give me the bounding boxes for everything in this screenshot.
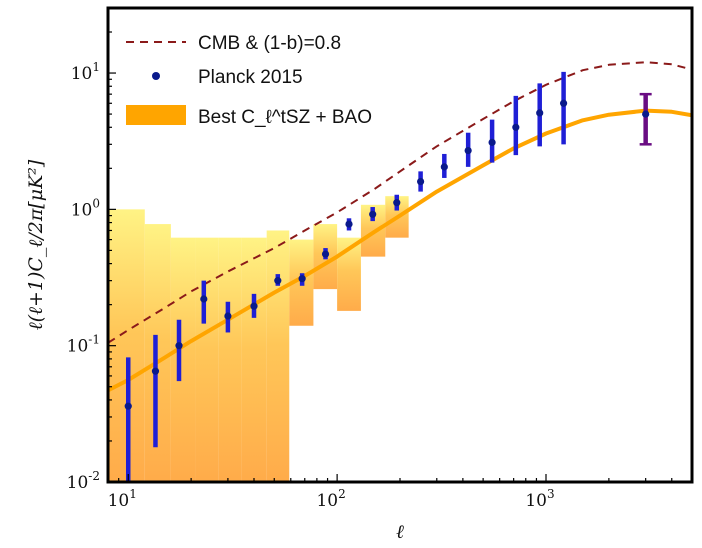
x-axis-label: ℓ (396, 521, 404, 543)
data-point (536, 109, 544, 117)
data-point (200, 295, 208, 303)
y-axis-label: ℓ(ℓ+1)C_ℓ/2π[μK²] (25, 159, 47, 330)
cmb-dashed-line (108, 61, 692, 344)
legend: CMB & (1-b)=0.8 Planck 2015 Best C_ℓ^tSZ +… (126, 33, 372, 128)
data-point (512, 123, 520, 131)
data-point (298, 275, 306, 283)
data-point (224, 312, 232, 320)
legend-label: Planck 2015 (198, 67, 303, 88)
band-segment-9 (337, 237, 361, 311)
planck-data-points (124, 71, 652, 482)
x-tick-label: 103 (525, 487, 554, 511)
data-point (250, 302, 258, 310)
data-point (440, 163, 448, 171)
legend-marker-swatch (152, 72, 160, 80)
data-point (151, 367, 160, 375)
data-point (124, 402, 132, 410)
legend-patch-swatch (126, 105, 186, 125)
data-point (274, 277, 282, 285)
best-fit-band (108, 196, 409, 482)
axis-ticks: 101 102 103 10-2 10-1 100 101 (67, 7, 693, 511)
model-curves (108, 61, 692, 393)
data-point (642, 110, 650, 118)
best-fit-line (108, 108, 692, 393)
band-segment-4 (218, 237, 242, 482)
data-point (175, 342, 183, 350)
y-tick-label: 100 (71, 196, 100, 220)
y-tick-label: 10-1 (67, 333, 100, 357)
data-point (559, 99, 568, 107)
data-point (345, 220, 353, 228)
data-point (369, 210, 377, 218)
band-segment-1 (144, 224, 171, 482)
band-segment-5 (241, 237, 267, 482)
band-segment-6 (266, 230, 290, 482)
data-point (393, 199, 401, 207)
legend-label: CMB & (1-b)=0.8 (198, 33, 341, 54)
y-tick-label: 10-2 (67, 469, 100, 493)
band-segment-3 (195, 237, 219, 482)
data-point (464, 146, 472, 155)
data-point (488, 138, 496, 146)
band-segment-2 (170, 237, 196, 482)
x-tick-label: 101 (108, 487, 137, 511)
y-tick-label: 101 (71, 60, 100, 84)
data-point (417, 177, 425, 186)
legend-label: Best C_ℓ^tSZ + BAO (198, 107, 372, 128)
x-tick-label: 102 (316, 487, 345, 511)
data-point (321, 250, 330, 258)
